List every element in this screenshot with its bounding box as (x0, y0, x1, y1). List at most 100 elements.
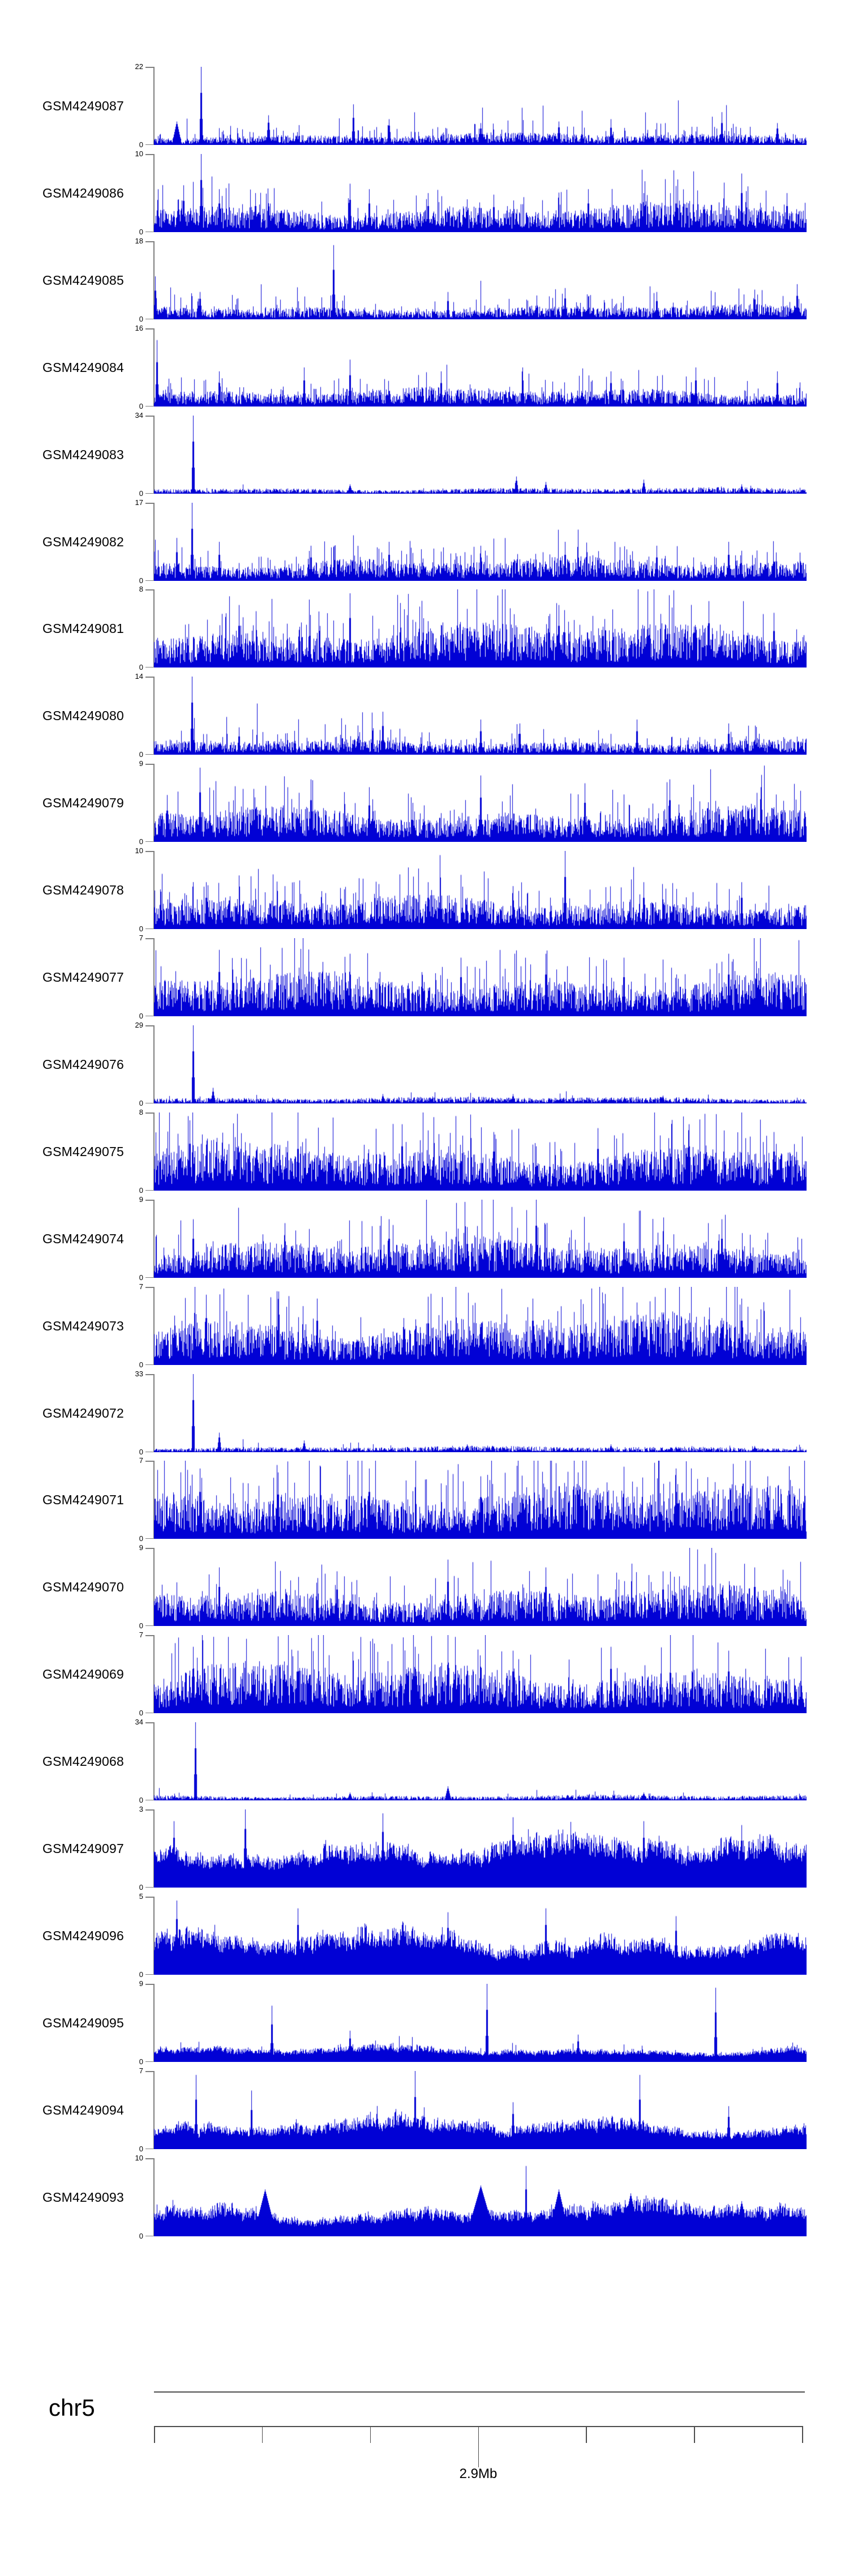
yaxis-max-label: 9 (139, 1543, 143, 1552)
ruler-tick (154, 2426, 155, 2443)
coverage-signal-plot (154, 1374, 807, 1452)
data-track: GSM4249075 8 0 (0, 1109, 849, 1195)
yaxis-zero-label: 0 (139, 1448, 143, 1456)
yaxis-line (153, 764, 155, 842)
yaxis-zero-tick (145, 580, 153, 581)
chromosome-label: chr5 (49, 2394, 95, 2421)
yaxis-zero-label: 0 (139, 1796, 143, 1804)
sample-label: GSM4249077 (42, 969, 124, 985)
yaxis-top-tick (145, 851, 153, 852)
yaxis-max-label: 3 (139, 1805, 143, 1813)
yaxis-line (153, 1897, 155, 1975)
yaxis-top-tick (145, 241, 153, 242)
yaxis-zero-tick (145, 318, 153, 319)
yaxis-line (153, 1287, 155, 1365)
yaxis-top-tick (145, 589, 153, 590)
yaxis-max-label: 34 (135, 1718, 143, 1726)
data-track: GSM4249081 8 0 (0, 585, 849, 671)
sample-label: GSM4249087 (42, 98, 124, 113)
coverage-signal-plot (154, 938, 807, 1016)
yaxis-max-label: 7 (139, 1282, 143, 1291)
yaxis-zero-tick (145, 841, 153, 842)
yaxis-top-tick (145, 1548, 153, 1549)
yaxis-zero-tick (145, 231, 153, 232)
yaxis-zero-label: 0 (139, 837, 143, 846)
sample-label: GSM4249097 (42, 1841, 124, 1856)
ruler-major-tick (478, 2426, 479, 2467)
yaxis-top-tick (145, 1984, 153, 1985)
coverage-signal-plot (154, 241, 807, 319)
coverage-signal-plot (154, 589, 807, 667)
yaxis-max-label: 17 (135, 498, 143, 507)
yaxis-top-tick (145, 2071, 153, 2072)
yaxis-line (153, 2158, 155, 2236)
yaxis-zero-tick (145, 754, 153, 755)
sample-label: GSM4249079 (42, 795, 124, 810)
yaxis-zero-label: 0 (139, 2057, 143, 2066)
yaxis-zero-tick (145, 1102, 153, 1103)
ruler-tick (586, 2426, 587, 2443)
yaxis-top-tick (145, 1722, 153, 1723)
sample-label: GSM4249082 (42, 534, 124, 549)
sample-label: GSM4249073 (42, 1318, 124, 1333)
yaxis-zero-tick (145, 2235, 153, 2236)
coverage-signal-plot (154, 154, 807, 232)
sample-label: GSM4249085 (42, 272, 124, 288)
data-track: GSM4249070 9 0 (0, 1544, 849, 1630)
coverage-signal-plot (154, 1809, 807, 1888)
yaxis-top-tick (145, 1809, 153, 1811)
data-track: GSM4249077 7 0 (0, 934, 849, 1020)
yaxis-max-label: 8 (139, 585, 143, 593)
yaxis-zero-label: 0 (139, 1186, 143, 1195)
data-track: GSM4249085 18 0 (0, 237, 849, 323)
yaxis-top-tick (145, 1025, 153, 1026)
position-label: 2.9Mb (459, 2466, 498, 2481)
data-track: GSM4249078 10 0 (0, 847, 849, 933)
yaxis-zero-label: 0 (139, 925, 143, 933)
coverage-signal-plot (154, 2071, 807, 2149)
coverage-signal-plot (154, 1025, 807, 1103)
yaxis-line (153, 1112, 155, 1191)
yaxis-top-tick (145, 503, 153, 504)
data-track: GSM4249076 29 0 (0, 1021, 849, 1107)
coverage-signal-plot (154, 1200, 807, 1278)
yaxis-max-label: 10 (135, 2154, 143, 2162)
ruler-tick (802, 2426, 803, 2443)
yaxis-max-label: 7 (139, 1631, 143, 1639)
yaxis-zero-label: 0 (139, 1883, 143, 1892)
coverage-signal-plot (154, 1548, 807, 1626)
yaxis-zero-label: 0 (139, 2145, 143, 2153)
data-track: GSM4249097 3 0 (0, 1805, 849, 1892)
yaxis-line (153, 589, 155, 667)
yaxis-max-label: 29 (135, 1021, 143, 1029)
coverage-signal-plot (154, 1112, 807, 1191)
sample-label: GSM4249078 (42, 882, 124, 897)
yaxis-zero-label: 0 (139, 1099, 143, 1107)
sample-label: GSM4249068 (42, 1753, 124, 1769)
yaxis-zero-label: 0 (139, 1621, 143, 1630)
yaxis-line (153, 677, 155, 755)
sample-label: GSM4249086 (42, 185, 124, 200)
ruler-tick (261, 2426, 263, 2443)
yaxis-zero-tick (145, 1015, 153, 1016)
yaxis-top-tick (145, 1200, 153, 1201)
data-track: GSM4249096 5 0 (0, 1893, 849, 1979)
sample-label: GSM4249096 (42, 1928, 124, 1943)
yaxis-top-tick (145, 1897, 153, 1898)
yaxis-line (153, 2071, 155, 2149)
data-track: GSM4249068 34 0 (0, 1718, 849, 1804)
yaxis-zero-tick (145, 1974, 153, 1975)
ruler-tick (370, 2426, 371, 2443)
yaxis-max-label: 34 (135, 411, 143, 420)
coverage-signal-plot (154, 2158, 807, 2236)
coverage-signal-plot (154, 851, 807, 929)
yaxis-line (153, 938, 155, 1016)
yaxis-zero-label: 0 (139, 228, 143, 236)
yaxis-zero-label: 0 (139, 1970, 143, 1979)
sample-label: GSM4249084 (42, 360, 124, 375)
yaxis-max-label: 7 (139, 1456, 143, 1465)
yaxis-max-label: 14 (135, 672, 143, 681)
yaxis-line (153, 1809, 155, 1888)
yaxis-zero-label: 0 (139, 402, 143, 410)
data-track: GSM4249087 22 0 (0, 63, 849, 149)
